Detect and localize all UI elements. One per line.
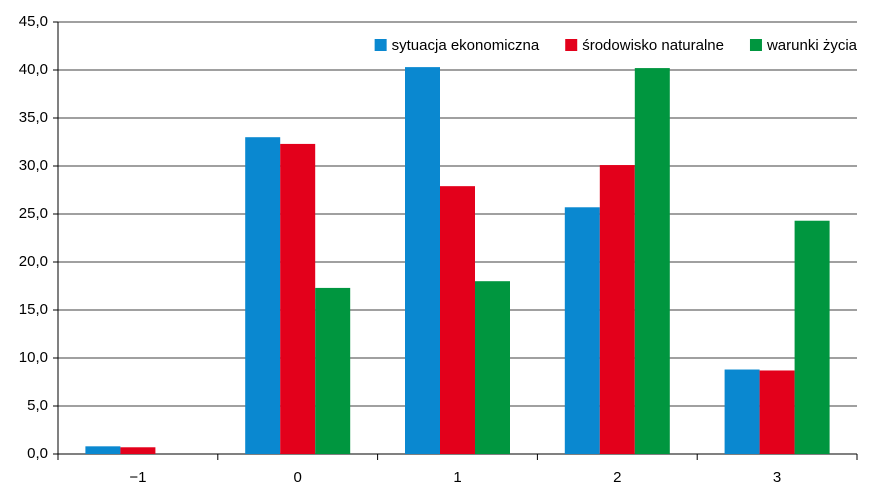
- legend-bg: [370, 34, 857, 58]
- x-tick-label: −1: [129, 469, 146, 486]
- bar: [440, 186, 475, 454]
- x-tick-label: 1: [453, 469, 461, 486]
- bar: [564, 207, 600, 454]
- y-tick-label: 10,0: [19, 349, 48, 366]
- legend-label: warunki życia: [766, 37, 858, 54]
- x-tick-label: 2: [613, 469, 621, 486]
- bar: [794, 220, 830, 454]
- bar: [315, 287, 351, 454]
- y-tick-label: 15,0: [19, 301, 48, 318]
- legend-swatch: [565, 39, 578, 51]
- y-tick-label: 45,0: [19, 13, 48, 30]
- legend-label: sytuacja ekonomiczna: [392, 37, 540, 54]
- legend-label: środowisko naturalne: [582, 37, 724, 54]
- bar: [599, 165, 635, 455]
- y-tick-label: 0,0: [27, 445, 48, 462]
- x-tick-label: 0: [294, 469, 302, 486]
- legend-swatch: [374, 39, 387, 51]
- y-tick-label: 5,0: [27, 397, 48, 414]
- y-tick-label: 35,0: [19, 109, 48, 126]
- bar: [280, 143, 316, 455]
- bar: [245, 137, 281, 454]
- x-tick-label: 3: [773, 469, 781, 486]
- y-tick-label: 20,0: [19, 253, 48, 270]
- bar: [634, 68, 670, 454]
- bar: [120, 447, 156, 454]
- legend-swatch: [749, 39, 762, 51]
- bar: [85, 446, 121, 454]
- legend: sytuacja ekonomiczna środowisko naturalne…: [374, 37, 858, 54]
- bar: [475, 281, 510, 454]
- bar: [405, 67, 440, 455]
- y-tick-label: 25,0: [19, 205, 48, 222]
- bar: [759, 370, 795, 454]
- bar: [724, 369, 760, 454]
- y-tick-label: 30,0: [19, 157, 48, 174]
- y-tick-label: 40,0: [19, 61, 48, 78]
